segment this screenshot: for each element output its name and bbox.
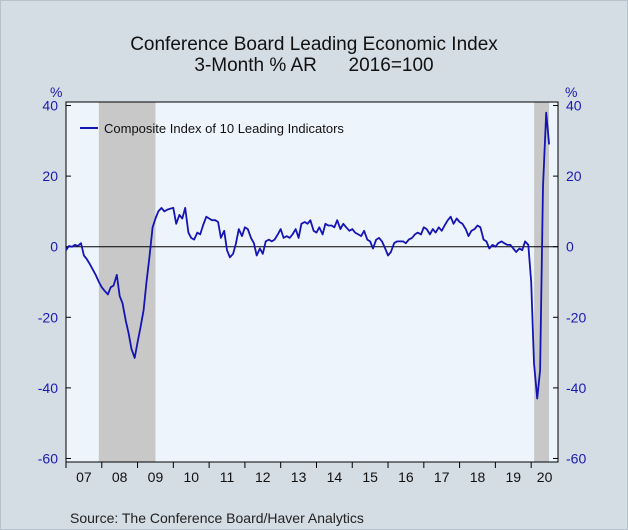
x-tick-label: 09: [148, 469, 164, 485]
left-axis-unit: %: [50, 84, 62, 100]
x-tick-label: 15: [362, 469, 378, 485]
x-tick-label: 11: [220, 469, 235, 485]
x-tick-label: 13: [291, 469, 307, 485]
plot-border: [65, 101, 559, 463]
x-tick-label: 14: [327, 469, 343, 485]
x-tick-label: 19: [505, 469, 521, 485]
y-tick-label-right: 40: [566, 98, 582, 114]
source-note: Source: The Conference Board/Haver Analy…: [70, 510, 364, 526]
legend-label: Composite Index of 10 Leading Indicators: [104, 121, 344, 136]
x-tick-label: 10: [183, 469, 199, 485]
y-tick-label-left: -20: [38, 309, 58, 325]
y-tick-label-right: 0: [566, 239, 574, 255]
right-axis-unit: %: [565, 84, 577, 100]
y-tick-label-right: -40: [566, 380, 586, 396]
y-tick-label-right: -60: [566, 450, 586, 466]
x-tick-label: 17: [434, 469, 450, 485]
y-tick-label-right: -20: [566, 309, 586, 325]
chart-title: Conference Board Leading Economic Index: [130, 34, 498, 55]
y-tick-label-left: -60: [38, 450, 58, 466]
y-tick-label-left: 20: [42, 168, 58, 184]
x-tick-label: 18: [470, 469, 486, 485]
series-line: [65, 111, 550, 400]
y-tick-label-right: 20: [566, 168, 582, 184]
y-tick-label-left: -40: [38, 380, 58, 396]
x-tick-label: 20: [537, 469, 553, 485]
x-tick-label: 16: [398, 469, 414, 485]
x-tick-label: 07: [76, 469, 92, 485]
chart-subtitle: 3-Month % AR 2016=100: [194, 55, 434, 76]
y-tick-label-left: 0: [50, 239, 58, 255]
x-tick-label: 12: [255, 469, 271, 485]
y-tick-label-left: 40: [42, 98, 58, 114]
x-tick-label: 08: [112, 469, 128, 485]
